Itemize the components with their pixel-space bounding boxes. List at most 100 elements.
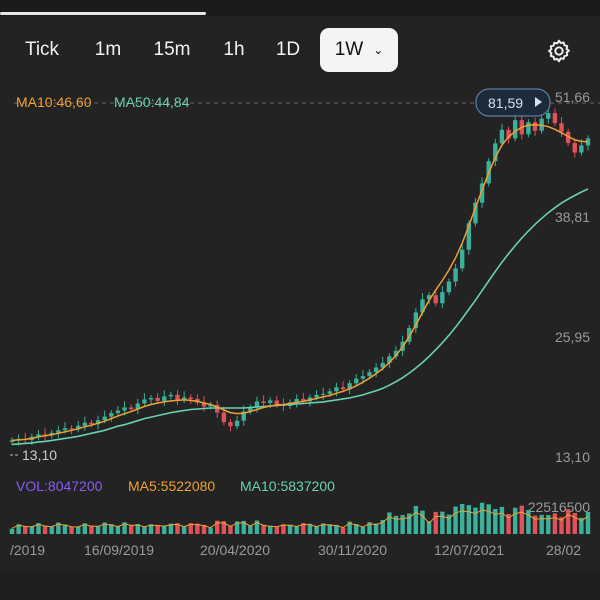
volume-bar bbox=[221, 521, 227, 534]
volume-bar bbox=[367, 522, 372, 534]
volume-bar bbox=[585, 511, 591, 534]
y-axis-label-3: 25,95 bbox=[555, 329, 590, 345]
candle-body bbox=[188, 397, 193, 399]
candle-body bbox=[228, 422, 233, 427]
volume-bar bbox=[281, 524, 286, 534]
candle-body bbox=[420, 299, 425, 313]
tab-tick[interactable]: Tick bbox=[12, 28, 72, 72]
volume-bar bbox=[76, 526, 81, 534]
tab-1d-label: 1D bbox=[275, 39, 301, 60]
candle-body bbox=[162, 396, 167, 401]
gear-icon[interactable] bbox=[546, 38, 572, 64]
candle-body bbox=[241, 411, 246, 421]
candle-body bbox=[148, 397, 154, 400]
candle-body bbox=[95, 420, 101, 425]
volume-bar bbox=[340, 527, 346, 534]
candle-body bbox=[62, 428, 68, 431]
price-chart[interactable]: MA10:46,60 MA50:44,84 81,59 51,66 38,81 … bbox=[0, 78, 600, 572]
volume-bar bbox=[89, 525, 94, 534]
volume-bar bbox=[579, 517, 584, 534]
volume-bar bbox=[115, 526, 121, 534]
tab-1w[interactable]: 1W ⌄ bbox=[320, 28, 398, 72]
candle-body bbox=[433, 295, 438, 304]
tab-1h[interactable]: 1h bbox=[208, 28, 260, 72]
candlestick-series bbox=[9, 108, 591, 446]
volume-bar bbox=[493, 509, 498, 534]
volume-bar bbox=[135, 523, 140, 534]
candle-body bbox=[115, 410, 121, 414]
volume-bar bbox=[287, 524, 293, 534]
volume-bar bbox=[162, 525, 167, 534]
volume-bar bbox=[460, 504, 465, 534]
ma50-legend: MA50:44,84 bbox=[114, 94, 190, 110]
candle-body bbox=[340, 387, 346, 390]
tab-1m[interactable]: 1m bbox=[80, 28, 136, 72]
candle-body bbox=[109, 413, 114, 417]
candle-body bbox=[234, 420, 240, 427]
volume-bar bbox=[565, 509, 571, 534]
volume-bar bbox=[62, 524, 68, 534]
volume-bar bbox=[559, 517, 564, 534]
candle-body bbox=[393, 350, 399, 357]
volume-bar bbox=[228, 525, 233, 534]
volume-bar bbox=[539, 514, 544, 534]
volume-bar bbox=[29, 526, 35, 534]
volume-legend: VOL:8047200 bbox=[16, 478, 103, 494]
volume-bar bbox=[49, 526, 54, 534]
tab-15m[interactable]: 15m bbox=[140, 28, 204, 72]
candle-body bbox=[301, 398, 306, 402]
volume-bar bbox=[433, 511, 438, 534]
volume-bar bbox=[373, 523, 379, 534]
candle-body bbox=[254, 401, 260, 408]
price-badge[interactable]: 81,59 bbox=[475, 88, 551, 117]
candle-body bbox=[493, 143, 498, 162]
volume-bar bbox=[188, 523, 193, 534]
candle-body bbox=[546, 113, 551, 119]
volume-bar bbox=[208, 527, 213, 534]
volume-bar bbox=[572, 513, 577, 534]
volume-bar bbox=[320, 523, 326, 534]
volume-bar bbox=[327, 524, 332, 534]
candle-body bbox=[261, 401, 266, 403]
candle-body bbox=[585, 138, 591, 146]
volume-bar bbox=[142, 526, 147, 534]
volume-bar bbox=[446, 514, 452, 534]
candle-body bbox=[453, 268, 458, 282]
volume-bar bbox=[420, 510, 425, 534]
candle-body bbox=[327, 391, 332, 394]
volume-bar bbox=[215, 520, 220, 534]
volume-bar bbox=[82, 523, 88, 534]
volume-bar bbox=[148, 524, 154, 534]
volume-bar bbox=[512, 507, 518, 534]
x-axis-label-1: 16/09/2019 bbox=[84, 542, 154, 558]
x-axis-label-4: 12/07/2021 bbox=[434, 542, 504, 558]
ma50-line bbox=[11, 188, 589, 446]
volume-bar bbox=[69, 526, 74, 534]
tab-1d[interactable]: 1D bbox=[262, 28, 314, 72]
volume-bar bbox=[499, 506, 505, 534]
top-progress-indicator bbox=[0, 12, 206, 15]
x-axis-label-5: 28/02 bbox=[546, 542, 581, 558]
candle-body bbox=[334, 387, 339, 392]
volume-bar bbox=[407, 513, 412, 534]
volume-bar bbox=[360, 526, 366, 534]
candle-body bbox=[102, 416, 107, 421]
candle-body bbox=[446, 281, 452, 293]
candle-body bbox=[526, 122, 531, 135]
volume-bar bbox=[168, 523, 174, 534]
volume-bar bbox=[109, 524, 114, 534]
volume-bar bbox=[248, 525, 253, 534]
volume-ma5-legend: MA5:5522080 bbox=[128, 478, 215, 494]
y-axis-label-2: 38,81 bbox=[555, 209, 590, 225]
candle-body bbox=[122, 407, 127, 411]
volume-bar bbox=[314, 526, 319, 534]
tab-1h-label: 1h bbox=[223, 39, 245, 60]
candle-body bbox=[440, 292, 445, 304]
volume-bar bbox=[16, 524, 21, 534]
candle-body bbox=[128, 407, 134, 410]
volume-bar bbox=[440, 511, 445, 534]
candle-body bbox=[426, 295, 432, 300]
volume-bar bbox=[95, 525, 101, 534]
candle-body bbox=[499, 129, 505, 144]
candle-body bbox=[506, 129, 511, 139]
